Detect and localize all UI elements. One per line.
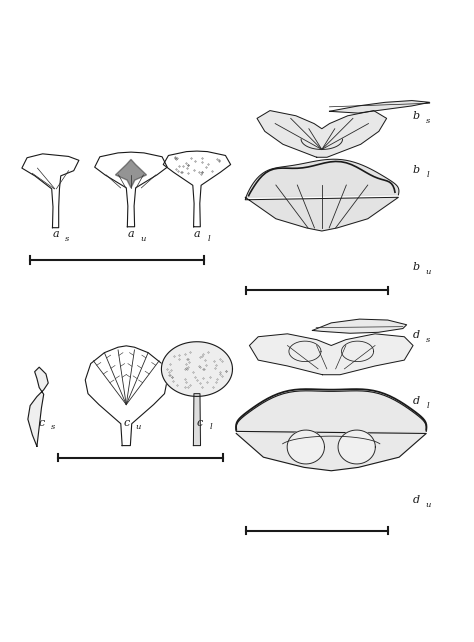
Polygon shape — [193, 394, 201, 446]
Text: a: a — [52, 229, 59, 239]
Polygon shape — [162, 342, 232, 396]
Text: s: s — [426, 117, 430, 125]
Text: b: b — [412, 111, 419, 121]
Text: u: u — [136, 423, 141, 431]
Text: a: a — [128, 229, 134, 239]
Text: u: u — [425, 268, 430, 276]
Text: l: l — [427, 171, 429, 179]
Text: l: l — [210, 423, 212, 431]
Text: s: s — [51, 423, 55, 431]
Polygon shape — [236, 391, 427, 471]
Text: d: d — [412, 396, 419, 406]
Text: l: l — [208, 235, 210, 243]
Polygon shape — [257, 110, 387, 157]
Text: s: s — [65, 235, 70, 243]
Text: d: d — [412, 331, 419, 340]
Polygon shape — [338, 430, 375, 464]
Text: c: c — [123, 417, 129, 428]
Text: s: s — [426, 336, 430, 344]
Text: c: c — [38, 417, 45, 428]
Text: d: d — [412, 496, 419, 505]
Polygon shape — [312, 319, 407, 333]
Text: l: l — [427, 402, 429, 410]
Text: a: a — [194, 229, 200, 239]
Polygon shape — [245, 159, 399, 231]
Text: c: c — [196, 417, 202, 428]
Polygon shape — [287, 430, 325, 464]
Polygon shape — [116, 159, 146, 188]
Polygon shape — [249, 334, 413, 375]
Text: u: u — [140, 235, 146, 243]
Text: b: b — [412, 262, 419, 272]
Polygon shape — [28, 367, 48, 446]
Polygon shape — [329, 101, 430, 113]
Text: u: u — [425, 501, 430, 509]
Text: b: b — [412, 166, 419, 175]
